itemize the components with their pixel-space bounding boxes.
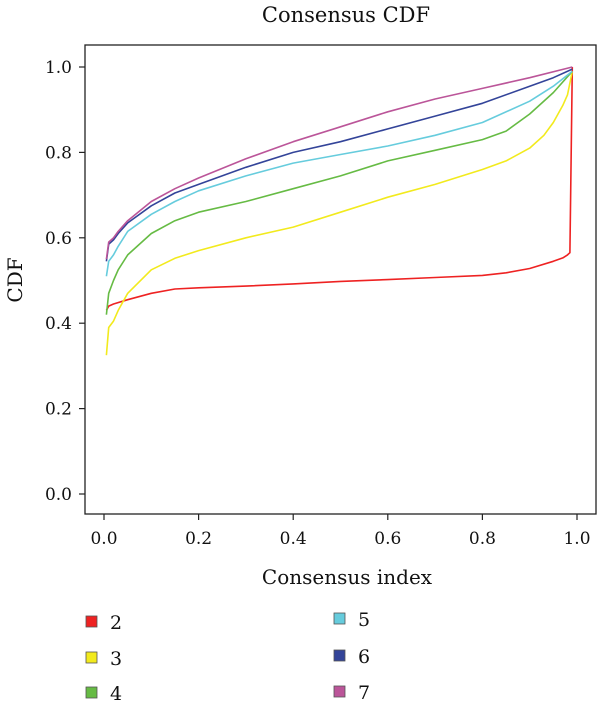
y-tick-label: 0.2 xyxy=(45,400,72,420)
legend-label-2: 2 xyxy=(110,612,122,634)
x-axis: 0.0 0.2 0.4 0.6 0.8 1.0 xyxy=(90,514,591,549)
y-tick-label: 0.4 xyxy=(45,314,72,334)
legend-label-4: 4 xyxy=(110,683,122,705)
plot-frame xyxy=(84,44,597,515)
series-lines xyxy=(105,66,574,356)
y-tick-label: 1.0 xyxy=(45,58,72,78)
legend-swatch-5 xyxy=(333,612,346,625)
series-line-6 xyxy=(105,68,573,262)
legend-label-3: 3 xyxy=(110,648,122,670)
legend: 2 3 4 5 6 7 xyxy=(85,609,370,705)
x-axis-label: Consensus index xyxy=(262,565,433,589)
x-tick-label: 0.8 xyxy=(469,529,496,549)
x-tick-label: 1.0 xyxy=(563,529,590,549)
y-tick-label: 0.8 xyxy=(45,143,72,163)
chart-title: Consensus CDF xyxy=(262,3,430,27)
legend-swatch-4 xyxy=(85,686,98,699)
legend-swatch-7 xyxy=(333,685,346,698)
legend-label-7: 7 xyxy=(358,682,370,704)
y-tick-label: 0.0 xyxy=(45,485,72,505)
legend-swatch-3 xyxy=(85,651,98,664)
y-tick-label: 0.6 xyxy=(45,229,72,249)
series-line-2 xyxy=(105,66,574,311)
x-tick-label: 0.0 xyxy=(90,529,117,549)
x-tick-label: 0.4 xyxy=(280,529,307,549)
legend-label-5: 5 xyxy=(358,609,370,631)
y-axis: 0.0 0.2 0.4 0.6 0.8 1.0 xyxy=(45,58,85,505)
legend-label-6: 6 xyxy=(358,646,370,668)
series-line-7 xyxy=(105,66,573,260)
series-line-4 xyxy=(105,70,573,315)
legend-swatch-2 xyxy=(85,615,98,628)
legend-swatch-6 xyxy=(333,649,346,662)
series-line-3 xyxy=(105,71,574,356)
y-axis-label: CDF xyxy=(3,257,27,302)
x-tick-label: 0.2 xyxy=(185,529,212,549)
series-line-5 xyxy=(105,70,573,277)
x-tick-label: 0.6 xyxy=(374,529,401,549)
